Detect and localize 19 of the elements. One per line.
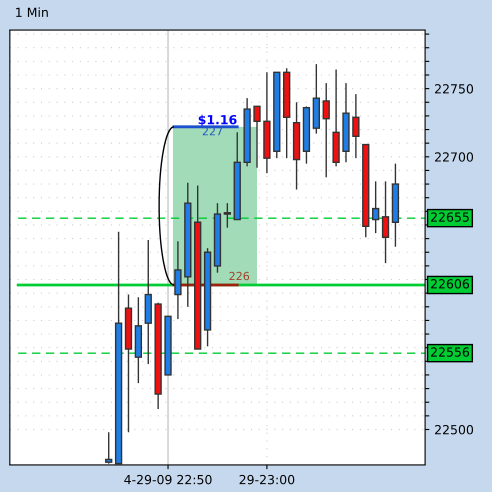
- ref-line-label: 22655: [430, 212, 469, 222]
- candlestick: [382, 180, 390, 264]
- y-tick-label: 22500: [435, 424, 474, 434]
- x-tick-label: 29-23:00: [240, 474, 294, 484]
- candlestick: [352, 93, 360, 159]
- candlestick: [322, 82, 330, 178]
- ref-line-label: 22606: [430, 279, 470, 289]
- candlestick: [105, 432, 112, 464]
- candlestick: [372, 180, 380, 234]
- chart-title: 1 Min: [16, 7, 48, 17]
- annotation: 227: [202, 127, 222, 136]
- ref-line-label: 22556: [430, 347, 470, 357]
- candlestick: [224, 202, 232, 228]
- annotation: 226: [229, 272, 250, 280]
- candlestick: [253, 106, 261, 168]
- y-tick-label: 22700: [435, 152, 474, 162]
- annotation: $1.16: [198, 114, 237, 126]
- y-tick-label: 22750: [435, 84, 474, 94]
- x-tick-label: 4-29-09 22:50: [124, 474, 212, 484]
